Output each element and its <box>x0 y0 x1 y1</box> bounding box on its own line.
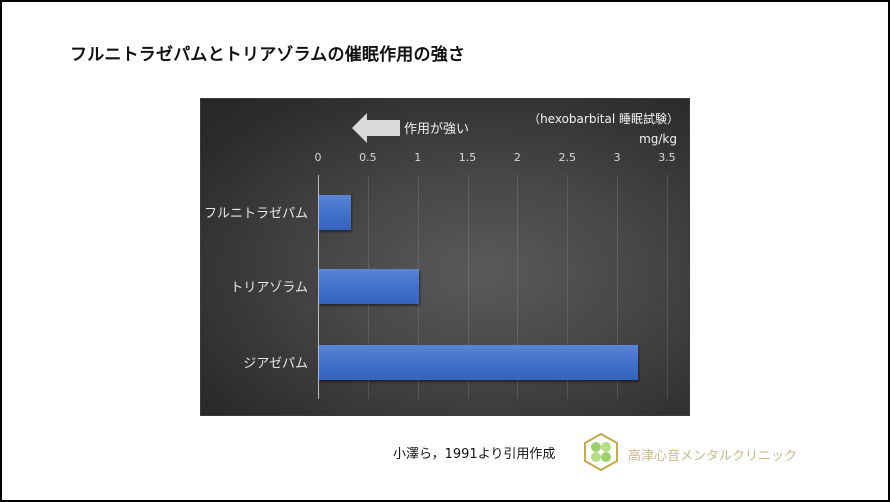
gridline <box>467 175 469 399</box>
slide-title: フルニトラゼパムとトリアゾラムの催眠作用の強さ <box>70 45 466 65</box>
x-tick-label: 1 <box>414 151 422 164</box>
category-label: トリアゾラム <box>230 280 308 296</box>
bar-chart: 作用が強い （hexobarbital 睡眠試験） mg/kg 0 0.5 1 1.5… <box>201 99 689 415</box>
category-axis-line <box>318 175 319 399</box>
x-tick-label: 0.5 <box>359 151 377 164</box>
citation: 小澤ら，1991より引用作成 <box>393 447 556 462</box>
gridline <box>517 175 519 399</box>
clinic-name: 高津心音メンタルクリニック <box>628 449 798 464</box>
clinic-logo-icon <box>584 432 618 472</box>
x-tick-label: 2 <box>513 151 521 164</box>
category-label: ジアゼパム <box>243 356 308 372</box>
test-note: （hexobarbital 睡眠試験） <box>528 112 679 126</box>
bar <box>319 269 419 304</box>
category-label: フルニトラゼパム <box>203 206 308 222</box>
x-tick-label: 0 <box>314 151 322 164</box>
arrow-label: 作用が強い <box>404 122 470 137</box>
bar <box>319 195 351 230</box>
unit-label: mg/kg <box>639 132 677 146</box>
x-tick-label: 3.5 <box>658 151 676 164</box>
bar <box>319 345 639 380</box>
x-tick-label: 3 <box>613 151 621 164</box>
gridline <box>617 175 619 399</box>
x-tick-label: 1.5 <box>458 151 477 164</box>
arrow-left-icon <box>352 113 400 143</box>
gridline <box>666 175 668 399</box>
gridline <box>567 175 569 399</box>
x-tick-label: 2.5 <box>558 151 577 164</box>
